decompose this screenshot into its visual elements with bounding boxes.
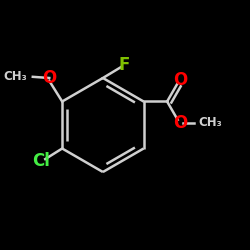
Text: O: O	[42, 69, 56, 87]
Text: CH₃: CH₃	[199, 116, 222, 129]
Text: F: F	[118, 56, 130, 74]
Text: O: O	[173, 114, 187, 132]
Text: Cl: Cl	[32, 152, 50, 170]
Text: O: O	[173, 71, 187, 89]
Text: CH₃: CH₃	[3, 70, 27, 83]
